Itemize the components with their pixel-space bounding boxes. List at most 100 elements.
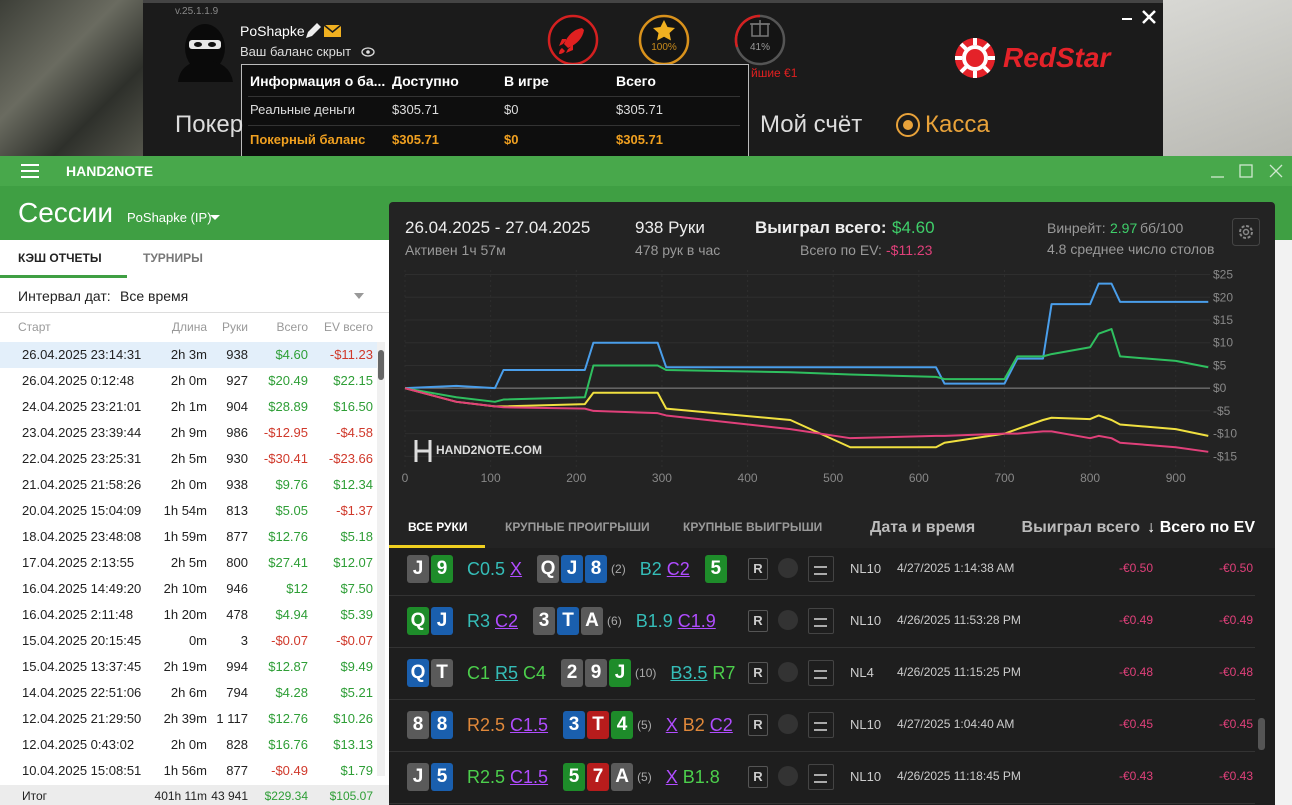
menu-button[interactable] <box>21 164 39 178</box>
session-cell[interactable]: 0m <box>188 633 207 649</box>
session-cell[interactable]: 2h 0m <box>170 477 207 493</box>
session-cell[interactable]: -$1.37 <box>336 503 373 519</box>
session-cell[interactable]: $1.79 <box>340 763 373 779</box>
session-cell[interactable]: 1h 20m <box>163 607 207 623</box>
play-button[interactable] <box>778 662 798 682</box>
session-cell[interactable]: $4.94 <box>275 607 308 623</box>
column-header[interactable]: Старт <box>18 319 51 334</box>
column-header[interactable]: Всего <box>276 319 308 334</box>
session-cell[interactable]: 930 <box>226 451 248 467</box>
notes-button[interactable] <box>808 608 834 634</box>
session-cell[interactable]: $12.87 <box>268 659 308 675</box>
close-button[interactable] <box>1269 164 1283 178</box>
session-cell[interactable]: -$4.58 <box>336 425 373 441</box>
session-cell[interactable]: $16.50 <box>333 399 373 415</box>
session-cell[interactable]: 2h 5m <box>170 555 207 571</box>
edit-icon[interactable] <box>306 23 321 38</box>
session-cell[interactable]: $4.60 <box>275 347 308 363</box>
session-cell[interactable]: 10.04.2025 15:08:51 <box>22 763 142 779</box>
close-button[interactable] <box>1142 10 1156 24</box>
session-cell[interactable]: $9.49 <box>340 659 373 675</box>
session-cell[interactable]: 2h 9m <box>170 425 207 441</box>
hands-tab[interactable]: КРУПНЫЕ ПРОИГРЫШИ <box>505 519 650 534</box>
session-cell[interactable]: $4.28 <box>275 685 308 701</box>
session-cell[interactable]: 12.04.2025 0:43:02 <box>22 737 135 753</box>
session-cell[interactable]: $7.50 <box>340 581 373 597</box>
notes-button[interactable] <box>808 712 834 738</box>
session-cell[interactable]: 994 <box>226 659 248 675</box>
session-cell[interactable]: 904 <box>226 399 248 415</box>
player-select[interactable]: PoShapke (IP) <box>127 210 212 226</box>
session-cell[interactable]: 17.04.2025 2:13:55 <box>22 555 135 571</box>
hands-tab[interactable]: КРУПНЫЕ ВЫИГРЫШИ <box>683 519 823 534</box>
column-header[interactable]: EV всего <box>323 319 373 334</box>
session-cell[interactable]: 800 <box>226 555 248 571</box>
session-cell[interactable]: 26.04.2025 23:14:31 <box>22 347 142 363</box>
tab[interactable]: ТУРНИРЫ <box>143 250 203 265</box>
replay-button[interactable]: R <box>748 662 768 684</box>
play-button[interactable] <box>778 558 798 578</box>
hands-tab[interactable]: ВСЕ РУКИ <box>408 519 468 534</box>
cashier-icon[interactable] <box>896 113 920 137</box>
interval-caret[interactable] <box>354 293 364 299</box>
column-header[interactable]: Руки <box>222 319 248 334</box>
play-button[interactable] <box>778 766 798 786</box>
session-cell[interactable]: 877 <box>226 529 248 545</box>
session-cell[interactable]: 3 <box>240 633 248 649</box>
play-button[interactable] <box>778 610 798 630</box>
session-cell[interactable]: 1h 56m <box>163 763 207 779</box>
session-cell[interactable]: $5.05 <box>275 503 308 519</box>
session-cell[interactable]: 16.04.2025 14:49:20 <box>22 581 142 597</box>
tab[interactable]: КЭШ ОТЧЕТЫ <box>18 250 102 265</box>
hand-row[interactable]: J 9 C0.5 X Q J 8 (2) B2 C2 5 R NL10 4/27/2025 1:14:38… <box>389 548 1255 596</box>
session-cell[interactable]: 2h 5m <box>170 451 207 467</box>
hand-row[interactable]: 8 8 R2.5 C1.5 3 T 4 (5) X B2 C2 R NL10 4/27/2025 1:04… <box>389 699 1255 752</box>
session-cell[interactable]: 478 <box>226 607 248 623</box>
session-cell[interactable]: 26.04.2025 0:12:48 <box>22 373 135 389</box>
session-cell[interactable]: $5.21 <box>340 685 373 701</box>
session-cell[interactable]: $27.41 <box>268 555 308 571</box>
session-cell[interactable]: 986 <box>226 425 248 441</box>
session-cell[interactable]: 2h 0m <box>170 373 207 389</box>
session-cell[interactable]: 18.04.2025 23:48:08 <box>22 529 142 545</box>
session-cell[interactable]: 938 <box>226 347 248 363</box>
session-cell[interactable]: -$0.49 <box>271 763 308 779</box>
interval-value[interactable]: Все время <box>120 287 189 304</box>
session-cell[interactable]: -$0.07 <box>271 633 308 649</box>
session-cell[interactable]: $13.13 <box>333 737 373 753</box>
session-cell[interactable]: 15.04.2025 20:15:45 <box>22 633 142 649</box>
session-cell[interactable]: $10.26 <box>333 711 373 727</box>
hands-column[interactable]: Выиграл всего <box>1021 519 1140 537</box>
session-cell[interactable]: $16.76 <box>268 737 308 753</box>
session-cell[interactable]: 15.04.2025 13:37:45 <box>22 659 142 675</box>
replay-button[interactable]: R <box>748 766 768 788</box>
session-cell[interactable]: 2h 3m <box>170 347 207 363</box>
session-cell[interactable]: $12.07 <box>333 555 373 571</box>
replay-button[interactable]: R <box>748 714 768 736</box>
session-cell[interactable]: 14.04.2025 22:51:06 <box>22 685 142 701</box>
session-cell[interactable]: 1 117 <box>216 711 248 727</box>
session-cell[interactable]: 24.04.2025 23:21:01 <box>22 399 142 415</box>
session-cell[interactable]: 2h 10m <box>163 581 207 597</box>
session-cell[interactable]: 16.04.2025 2:11:48 <box>22 607 134 623</box>
session-cell[interactable]: -$0.07 <box>336 633 373 649</box>
replay-button[interactable]: R <box>748 558 768 580</box>
hands-column[interactable]: Дата и время <box>870 519 976 537</box>
notes-button[interactable] <box>808 764 834 790</box>
session-cell[interactable]: 2h 6m <box>170 685 207 701</box>
eye-icon[interactable] <box>361 47 375 57</box>
hands-scrollbar-thumb[interactable] <box>1258 718 1265 750</box>
session-cell[interactable]: 1h 59m <box>163 529 207 545</box>
session-cell[interactable]: -$12.95 <box>263 425 308 441</box>
session-cell[interactable]: $12 <box>286 581 308 597</box>
session-cell[interactable]: $20.49 <box>268 373 308 389</box>
session-cell[interactable]: $12.34 <box>333 477 373 493</box>
session-cell[interactable]: $28.89 <box>268 399 308 415</box>
menu-item[interactable]: Покер <box>175 110 244 138</box>
replay-button[interactable]: R <box>748 610 768 632</box>
menu-item[interactable]: Мой счёт <box>760 110 863 138</box>
hand-row[interactable]: Q T C1 R5 C4 2 9 J (10) B3.5 R7 R NL4 4/26/2025 11:15… <box>389 647 1255 700</box>
session-cell[interactable]: 938 <box>226 477 248 493</box>
settings-icon[interactable] <box>1232 218 1260 246</box>
session-cell[interactable]: 828 <box>226 737 248 753</box>
